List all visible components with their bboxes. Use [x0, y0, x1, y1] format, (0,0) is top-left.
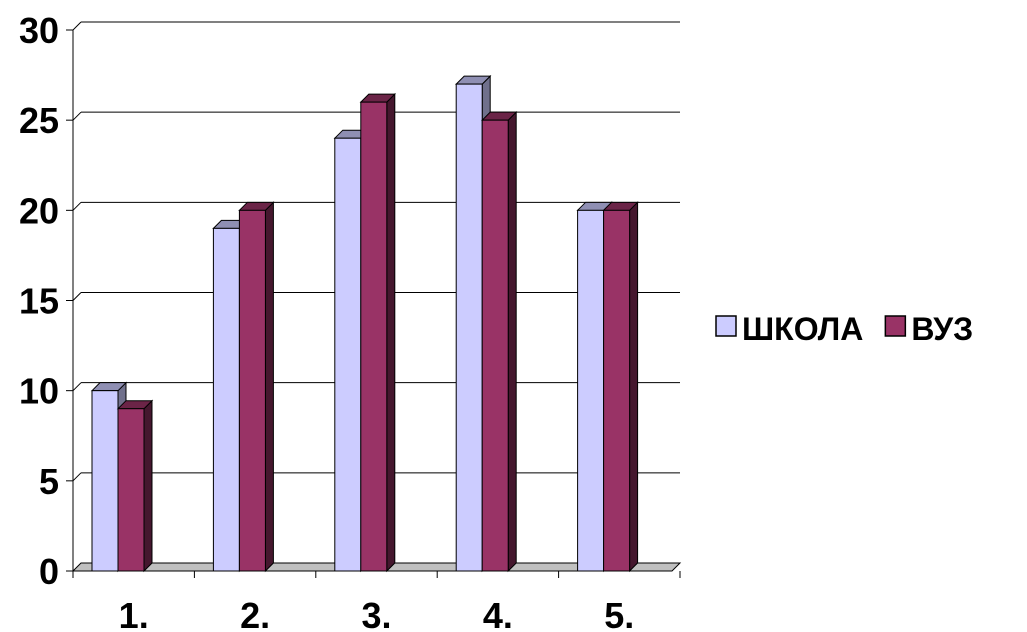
- bar-side: [629, 201, 639, 573]
- bar-side: [386, 92, 396, 573]
- bar-front: [334, 137, 362, 572]
- y-axis-tick-labels: 0 5 10 15 20 25 30: [19, 10, 59, 592]
- bar-side: [143, 399, 153, 573]
- bar-front: [238, 209, 266, 572]
- x-category-label: 2.: [240, 595, 270, 632]
- y-tick-label: 20: [19, 190, 59, 231]
- gridline-depth: [72, 21, 82, 31]
- y-tick-label: 10: [19, 371, 59, 412]
- bars: [90, 74, 639, 573]
- bar: [116, 399, 154, 573]
- bar-front: [91, 390, 119, 572]
- gridline-depth: [72, 201, 82, 211]
- gridline-depth: [72, 292, 82, 301]
- bar-front: [577, 209, 605, 572]
- x-category-label: 3.: [361, 595, 391, 632]
- bar-side: [264, 201, 274, 573]
- y-tick-label: 0: [39, 551, 59, 592]
- legend-label: ШКОЛА: [742, 311, 863, 347]
- x-category-label: 5.: [604, 595, 634, 632]
- bar-side: [507, 110, 517, 573]
- bar: [480, 110, 518, 573]
- legend-label: ВУЗ: [911, 311, 973, 347]
- bar-front: [455, 83, 483, 572]
- y-tick-label: 25: [19, 100, 59, 141]
- gridline-depth: [72, 472, 82, 482]
- bar-front: [117, 408, 145, 572]
- gridline-depth: [72, 382, 82, 392]
- legend-swatch: [884, 315, 907, 337]
- bar: [602, 201, 639, 573]
- legend: ШКОЛА ВУЗ: [715, 311, 973, 347]
- x-category-label: 4.: [483, 595, 513, 632]
- y-tick-label: 5: [39, 461, 59, 502]
- bar-front: [603, 209, 631, 572]
- legend-swatch: [715, 315, 737, 337]
- bar-front: [481, 119, 509, 572]
- bar-front: [212, 227, 240, 572]
- bar-front: [360, 101, 388, 572]
- legend-entry: ШКОЛА: [715, 311, 863, 347]
- x-axis-category-labels: 1. 2. 3. 4. 5.: [119, 595, 635, 632]
- bar: [359, 92, 397, 573]
- gridline-depth: [72, 111, 82, 121]
- bar: [238, 201, 275, 573]
- x-category-label: 1.: [119, 595, 149, 632]
- legend-entry: ВУЗ: [884, 311, 973, 347]
- y-tick-label: 30: [19, 10, 59, 51]
- y-tick-label: 15: [19, 281, 59, 322]
